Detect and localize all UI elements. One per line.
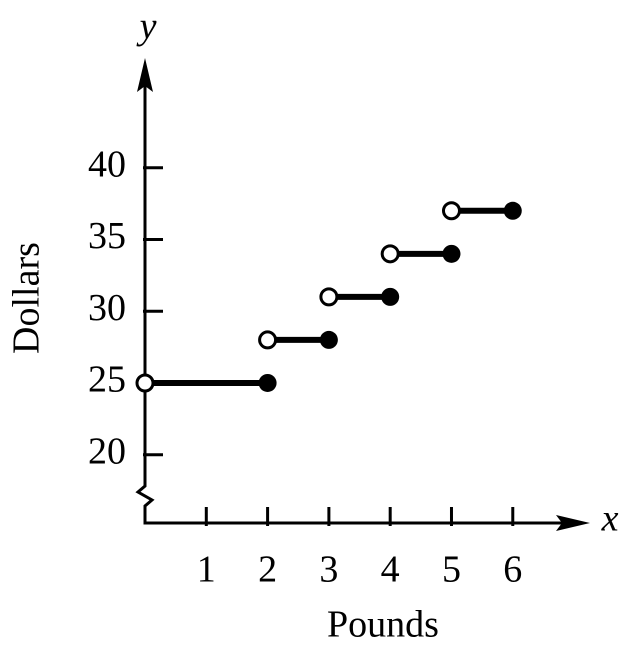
open-endpoint [319, 287, 339, 307]
y-arrow [137, 58, 153, 92]
x-tick-label: 6 [503, 549, 522, 591]
y-tick-label: 35 [88, 215, 126, 257]
x-arrow [556, 515, 590, 531]
y-tick-label: 40 [88, 143, 126, 185]
open-endpoint [135, 373, 155, 393]
y-axis-label: Dollars [6, 242, 48, 354]
closed-endpoint [319, 330, 338, 349]
open-endpoint [380, 244, 400, 264]
x-axis-label: Pounds [327, 604, 439, 646]
open-endpoint [441, 201, 461, 221]
y-tick-label: 30 [88, 287, 126, 329]
open-endpoint [258, 330, 278, 350]
y-axis-letter: y [136, 6, 157, 48]
x-tick-label: 3 [319, 549, 338, 591]
closed-endpoint [503, 201, 522, 220]
x-tick-label: 5 [442, 549, 461, 591]
y-tick-label: 20 [88, 430, 126, 472]
x-axis-letter: x [601, 498, 619, 540]
x-tick-label: 1 [197, 549, 216, 591]
axes [135, 70, 578, 525]
x-tick-label: 2 [258, 549, 277, 591]
closed-endpoint [381, 287, 400, 306]
x-tick-label: 4 [381, 549, 400, 591]
closed-endpoint [258, 373, 277, 392]
closed-endpoint [442, 244, 461, 263]
y-tick-label: 25 [88, 359, 126, 401]
